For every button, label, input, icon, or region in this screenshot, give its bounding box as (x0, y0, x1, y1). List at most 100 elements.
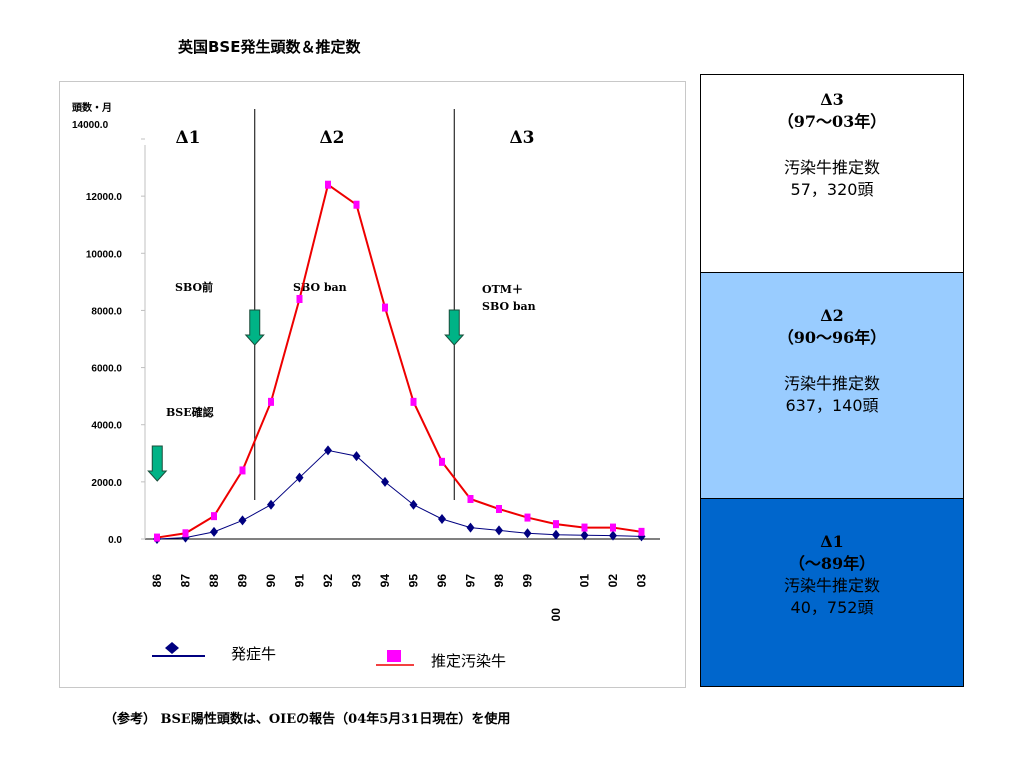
x-tick-label: 86 (150, 574, 164, 588)
legend-marker-1 (165, 642, 179, 654)
period-label: Δ1 (175, 128, 200, 148)
x-tick-label: 00 (549, 608, 563, 622)
footnote: （参考） BSE陽性頭数は、OIEの報告（04年5月31日現在）を使用 (104, 708, 510, 727)
series-2-point (553, 520, 559, 529)
series-1-point (267, 499, 275, 510)
series-2-point (296, 295, 303, 303)
period-label: Δ3 (509, 128, 534, 148)
series-1-point (409, 499, 418, 510)
series-1-point (295, 472, 304, 483)
line-chart: 0.0 2000.0 4000.0 6000.0 8000.0 10000.0 12000.… (72, 101, 660, 670)
series-2-point (182, 529, 189, 538)
period-box-d1: Δ1 （〜89年） 汚染牛推定数 40，752頭 (701, 499, 963, 686)
x-tick-label: 96 (435, 574, 449, 588)
footnote-prefix: （参考） (104, 712, 157, 727)
estimate-count-d1: 40，752頭 (790, 598, 874, 617)
series-1-point (580, 530, 589, 541)
period-range-d3: （97〜03年） (777, 112, 887, 131)
period-box-d3: Δ3 （97〜03年） 汚染牛推定数 57，320頭 (701, 75, 963, 273)
series-2-point (239, 466, 246, 475)
arrow-otm-sbo-ban (444, 309, 465, 346)
x-tick-label: 94 (378, 574, 392, 588)
period-range-d2: （90〜96年） (777, 328, 887, 347)
legend-marker-2 (387, 650, 401, 662)
x-tick-label: 92 (321, 574, 335, 588)
x-tick-label: 88 (207, 574, 221, 588)
y-tick-label: 14000.0 (72, 120, 109, 131)
period-label-d2: Δ2 (820, 306, 844, 325)
x-tick-label: 98 (492, 574, 506, 588)
y-tick-label: 6000.0 (91, 364, 122, 375)
x-tick-label: 87 (179, 574, 193, 588)
x-tick-label: 89 (236, 574, 250, 588)
series-1-point (609, 530, 617, 541)
x-tick-label: 97 (464, 574, 478, 588)
x-tick-label: 01 (578, 574, 592, 588)
y-tick-label: 4000.0 (91, 421, 122, 432)
series-2-point (610, 523, 616, 532)
y-tick-label: 2000.0 (91, 478, 122, 489)
period-box-d2: Δ2 （90〜96年） 汚染牛推定数 637，140頭 (701, 273, 963, 499)
x-tick-label: 03 (635, 574, 649, 588)
annotation-bse-confirmed: BSE確認 (166, 405, 214, 419)
series-2-point (581, 523, 588, 532)
series-1-point (352, 451, 361, 462)
series-1-point (466, 522, 475, 533)
y-tick-label: 10000.0 (86, 249, 123, 260)
series-line-1 (156, 449, 642, 540)
estimate-caption-d2: 汚染牛推定数 (783, 374, 880, 393)
series-2-point (353, 200, 360, 209)
series-1-point (523, 528, 532, 539)
y-axis-title: 頭数・月 (72, 101, 112, 114)
y-tick-label: 8000.0 (91, 306, 122, 317)
series-2-point (382, 303, 388, 312)
page-title: 英国BSE発生頭数＆推定数 (178, 38, 361, 56)
x-tick-label: 95 (407, 574, 421, 588)
series-2-point (211, 512, 217, 521)
series-2-point (410, 397, 417, 406)
legend-label-1: 発症牛 (231, 645, 276, 663)
footnote-text: BSE陽性頭数は、OIEの報告（04年5月31日現在）を使用 (160, 712, 511, 727)
estimate-count-d3: 57，320頭 (790, 180, 874, 199)
estimate-caption-d3: 汚染牛推定数 (783, 158, 880, 177)
x-tick-label: 91 (293, 574, 307, 588)
series-2-point (524, 513, 531, 522)
series-2-point (268, 397, 274, 406)
series-2-point (154, 533, 160, 542)
series-1-point (552, 529, 560, 540)
arrow-bse-confirmed (147, 445, 168, 482)
estimate-caption-d1: 汚染牛推定数 (783, 576, 880, 595)
x-tick-label: 02 (606, 574, 620, 588)
series-2-point (467, 495, 474, 503)
annotation-otm: OTM＋ (482, 283, 523, 296)
arrow-sbo-pre (244, 309, 265, 346)
y-tick-label: 12000.0 (86, 192, 123, 203)
period-label-d1: Δ1 (820, 532, 844, 551)
series-2-point (439, 457, 445, 466)
series-1-point (181, 532, 190, 543)
series-1-point (438, 514, 446, 524)
side-panel: Δ3 （97〜03年） 汚染牛推定数 57，320頭 Δ2 （90〜96年） 汚… (700, 74, 964, 687)
x-tick-label: 90 (264, 574, 278, 588)
series-1-point (210, 526, 218, 537)
series-1-point (238, 515, 247, 526)
series-2-point (496, 505, 502, 513)
series-2-point (638, 527, 645, 536)
chart-panel: 0.0 2000.0 4000.0 6000.0 8000.0 10000.0 12000.… (59, 81, 686, 688)
y-tick-label: 0.0 (108, 535, 122, 546)
period-range-d1: （〜89年） (788, 554, 876, 573)
period-label: Δ2 (319, 128, 344, 148)
annotation-sbo-pre: SBO前 (175, 280, 213, 294)
series-2-point (325, 180, 331, 189)
annotation-sbo-ban: SBO ban (293, 281, 347, 294)
legend-label-2: 推定汚染牛 (431, 652, 506, 670)
series-1-point (381, 476, 389, 487)
estimate-count-d2: 637，140頭 (785, 396, 879, 415)
series-line-2 (156, 183, 642, 539)
series-1-point (495, 525, 503, 536)
series-1-point (324, 445, 332, 456)
x-tick-label: 99 (521, 574, 535, 588)
x-tick-label: 93 (350, 574, 364, 588)
period-label-d3: Δ3 (820, 90, 844, 109)
annotation-otm-sbo: SBO ban (482, 300, 536, 313)
